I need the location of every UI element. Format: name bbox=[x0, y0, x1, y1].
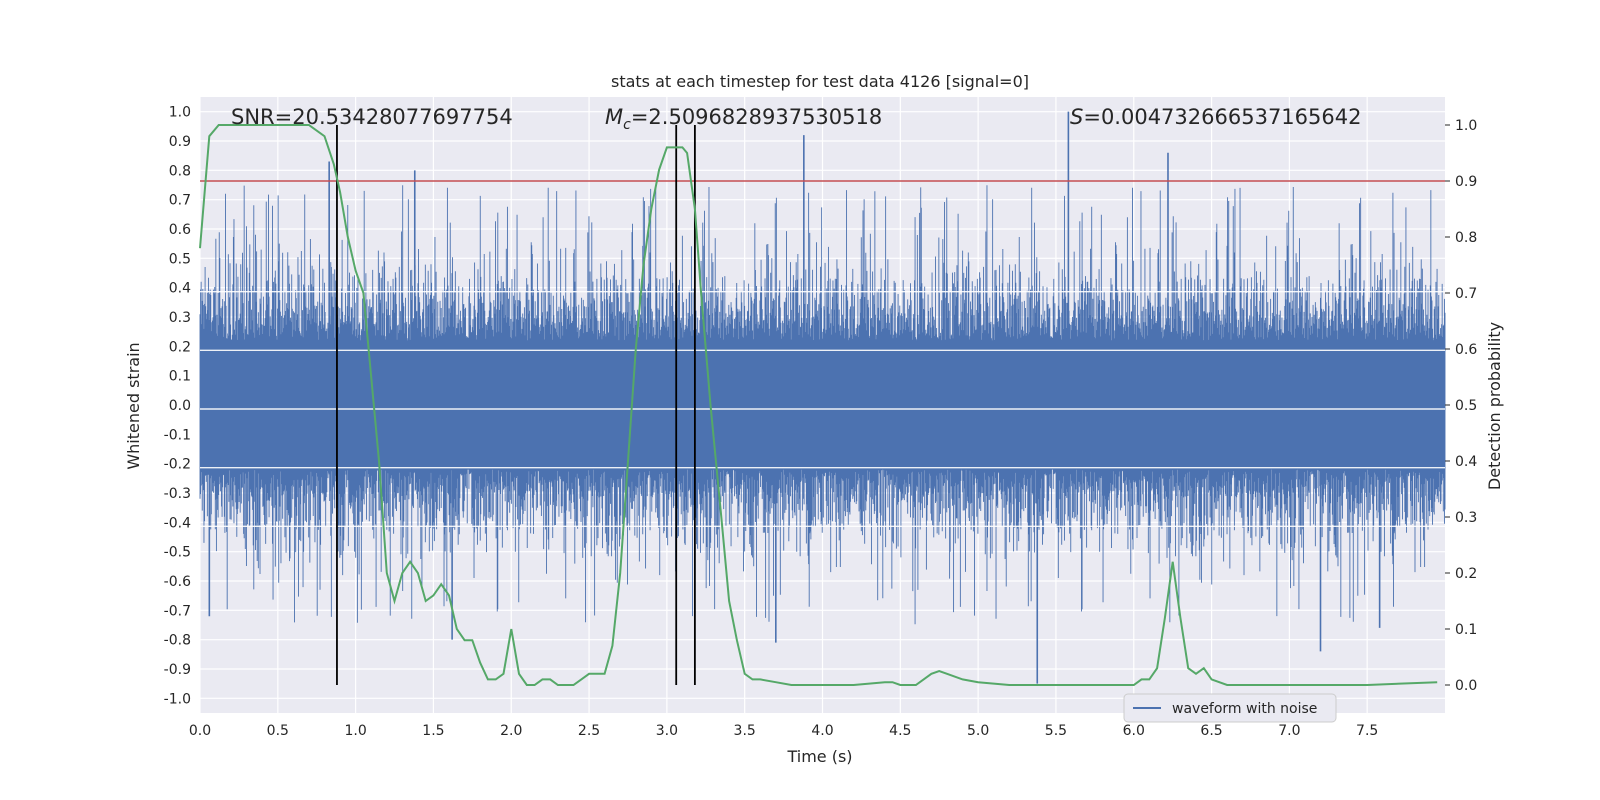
x-tick-label: 3.0 bbox=[656, 723, 678, 739]
y-tick-label-left: 0.1 bbox=[169, 369, 191, 385]
y-tick-label-right: 0.5 bbox=[1455, 398, 1477, 414]
snr-annotation: SNR=20.53428077697754 bbox=[231, 105, 513, 129]
x-tick-label: 2.5 bbox=[578, 723, 600, 739]
legend-box bbox=[1123, 693, 1337, 723]
s-annotation: S=0.004732666537165642 bbox=[1070, 105, 1361, 129]
x-tick-label: 6.5 bbox=[1200, 723, 1222, 739]
y-tick-label-left: -0.5 bbox=[164, 545, 191, 561]
y-tick-label-left: -0.3 bbox=[164, 486, 191, 502]
y-tick-label-right: 0.1 bbox=[1455, 622, 1477, 638]
y-tick-label-left: 0.2 bbox=[169, 339, 191, 355]
y-tick-label-left: 0.9 bbox=[169, 134, 191, 150]
y-tick-label-left: -0.2 bbox=[164, 457, 191, 473]
y-tick-label-left: 1.0 bbox=[169, 105, 191, 121]
x-tick-label: 5.0 bbox=[967, 723, 989, 739]
y-tick-label-right: 0.4 bbox=[1455, 454, 1477, 470]
x-axis-label: Time (s) bbox=[786, 747, 852, 766]
y-tick-label-left: 0.8 bbox=[169, 163, 191, 179]
waveform-line bbox=[199, 185, 1446, 625]
y-tick-label-right: 0.2 bbox=[1455, 566, 1477, 582]
y-tick-label-left: -0.1 bbox=[164, 427, 191, 443]
y-tick-label-right: 0.0 bbox=[1455, 678, 1477, 694]
x-tick-label: 0.0 bbox=[189, 723, 211, 739]
x-tick-label: 7.0 bbox=[1278, 723, 1300, 739]
y-tick-label-left: 0.0 bbox=[169, 398, 191, 414]
x-tick-label: 3.5 bbox=[734, 723, 756, 739]
x-tick-label: 4.0 bbox=[811, 723, 833, 739]
x-tick-label: 0.5 bbox=[267, 723, 289, 739]
y-tick-label-left: -0.8 bbox=[164, 633, 191, 649]
y-tick-label-left: 0.3 bbox=[169, 310, 191, 326]
x-tick-label: 6.0 bbox=[1123, 723, 1145, 739]
y-tick-label-right: 0.3 bbox=[1455, 510, 1477, 526]
x-tick-label: 1.5 bbox=[422, 723, 444, 739]
y-tick-label-right: 1.0 bbox=[1455, 118, 1477, 134]
x-tick-label: 1.0 bbox=[344, 723, 366, 739]
y-tick-label-right: 0.7 bbox=[1455, 286, 1477, 302]
y-tick-label-left: 0.6 bbox=[169, 222, 191, 238]
y-tick-label-left: 0.7 bbox=[169, 193, 191, 209]
x-tick-label: 2.0 bbox=[500, 723, 522, 739]
y-tick-label-left: -0.4 bbox=[164, 515, 191, 531]
y-axis-label-right: Detection probability bbox=[1485, 322, 1504, 490]
left-ticks: 1.0 0.9 0.8 0.7 0.6 0.5 0.4 0.3 0.2 0.1 0.0 -0.1 -0.… bbox=[164, 105, 191, 708]
y-tick-label-left: -0.6 bbox=[164, 574, 191, 590]
y-tick-label-right: 0.9 bbox=[1455, 174, 1477, 190]
x-tick-label: 4.5 bbox=[889, 723, 911, 739]
probability-line bbox=[199, 124, 1438, 686]
y-tick-label-left: 0.4 bbox=[169, 281, 191, 297]
legend: waveform with noise bbox=[1123, 693, 1337, 723]
y-tick-label-left: 0.5 bbox=[169, 251, 191, 267]
y-tick-label-left: -1.0 bbox=[164, 691, 191, 707]
chart-title: stats at each timestep for test data 412… bbox=[611, 72, 1029, 91]
x-ticks: 0.0 0.5 1.0 1.5 2.0 2.5 3.0 3.5 4.0 4.5 5.0 5.5 6.0 6… bbox=[189, 723, 1378, 739]
x-tick-label: 7.5 bbox=[1356, 723, 1378, 739]
mc-annotation: Mc=2.5096828937530518 bbox=[605, 105, 882, 133]
waveform-series bbox=[199, 111, 1446, 684]
y-tick-label-left: -0.9 bbox=[164, 662, 191, 678]
y-tick-label-right: 0.6 bbox=[1455, 342, 1477, 358]
right-ticks: 1.0 0.9 0.8 0.7 0.6 0.5 0.4 0.3 0.2 0.1 0.0 bbox=[1445, 118, 1477, 694]
x-tick-label: 5.5 bbox=[1045, 723, 1067, 739]
probability-group bbox=[199, 124, 1438, 686]
y-axis-label-left: Whitened strain bbox=[124, 342, 143, 469]
y-tick-label-right: 0.8 bbox=[1455, 230, 1477, 246]
legend-label: waveform with noise bbox=[1172, 701, 1317, 717]
y-tick-label-left: -0.7 bbox=[164, 603, 191, 619]
